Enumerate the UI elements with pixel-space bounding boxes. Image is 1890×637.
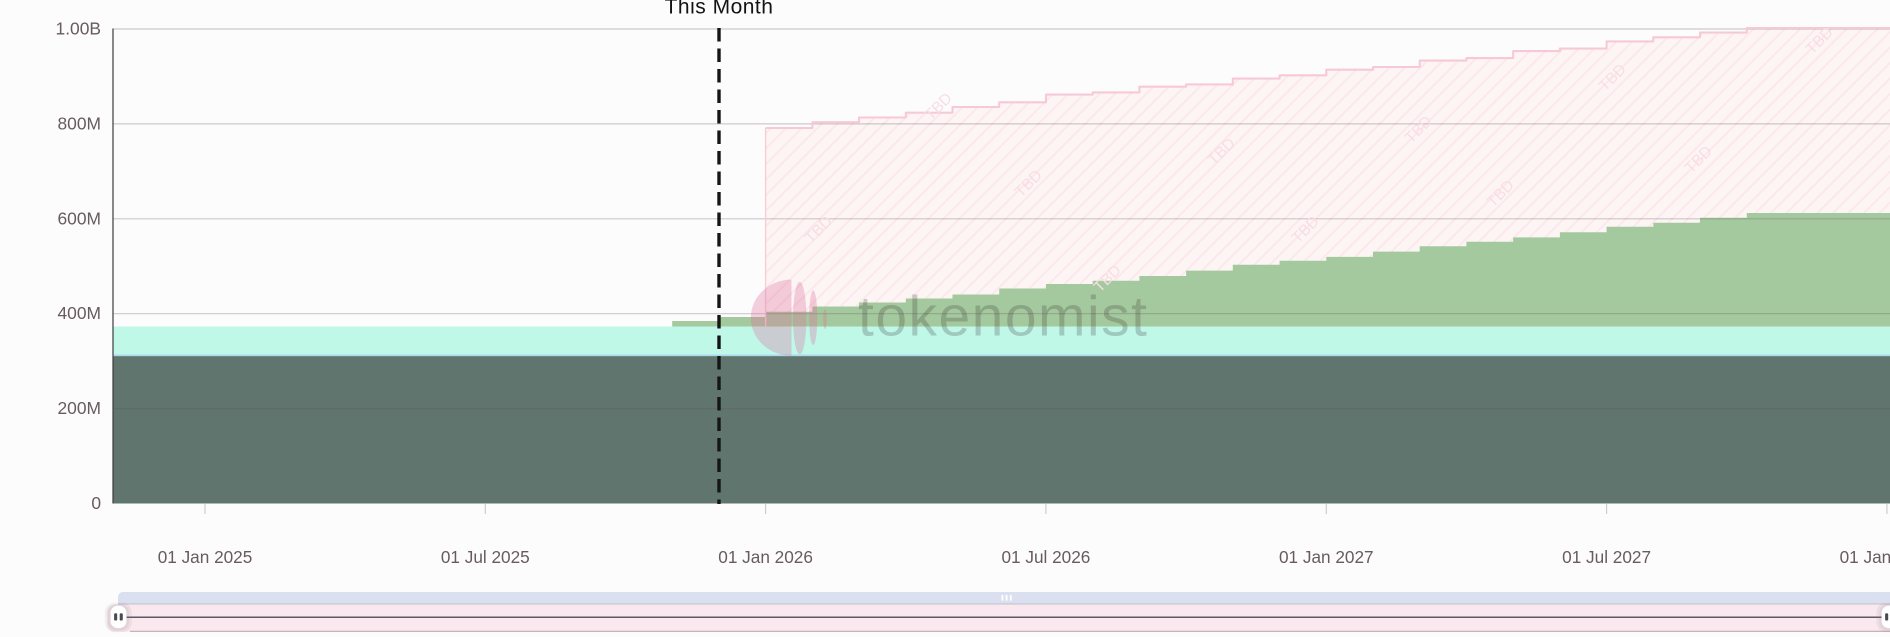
svg-text:This Month: This Month bbox=[665, 0, 774, 19]
svg-text:01 Jan 2028: 01 Jan 2028 bbox=[1840, 547, 1890, 567]
svg-text:1.00B: 1.00B bbox=[56, 19, 101, 39]
svg-text:01 Jan 2027: 01 Jan 2027 bbox=[1279, 547, 1374, 567]
svg-text:200M: 200M bbox=[57, 398, 101, 418]
svg-text:0: 0 bbox=[91, 493, 101, 513]
svg-text:600M: 600M bbox=[57, 208, 101, 228]
svg-text:01 Jul 2026: 01 Jul 2026 bbox=[1001, 547, 1090, 567]
svg-text:800M: 800M bbox=[57, 113, 101, 133]
svg-text:01 Jan 2026: 01 Jan 2026 bbox=[718, 547, 813, 567]
svg-text:01 Jan 2025: 01 Jan 2025 bbox=[158, 547, 253, 567]
svg-text:01 Jul 2027: 01 Jul 2027 bbox=[1562, 547, 1651, 567]
svg-text:tokenomist: tokenomist bbox=[858, 285, 1147, 349]
svg-text:01 Jul 2025: 01 Jul 2025 bbox=[441, 547, 530, 567]
svg-text:400M: 400M bbox=[57, 303, 101, 323]
